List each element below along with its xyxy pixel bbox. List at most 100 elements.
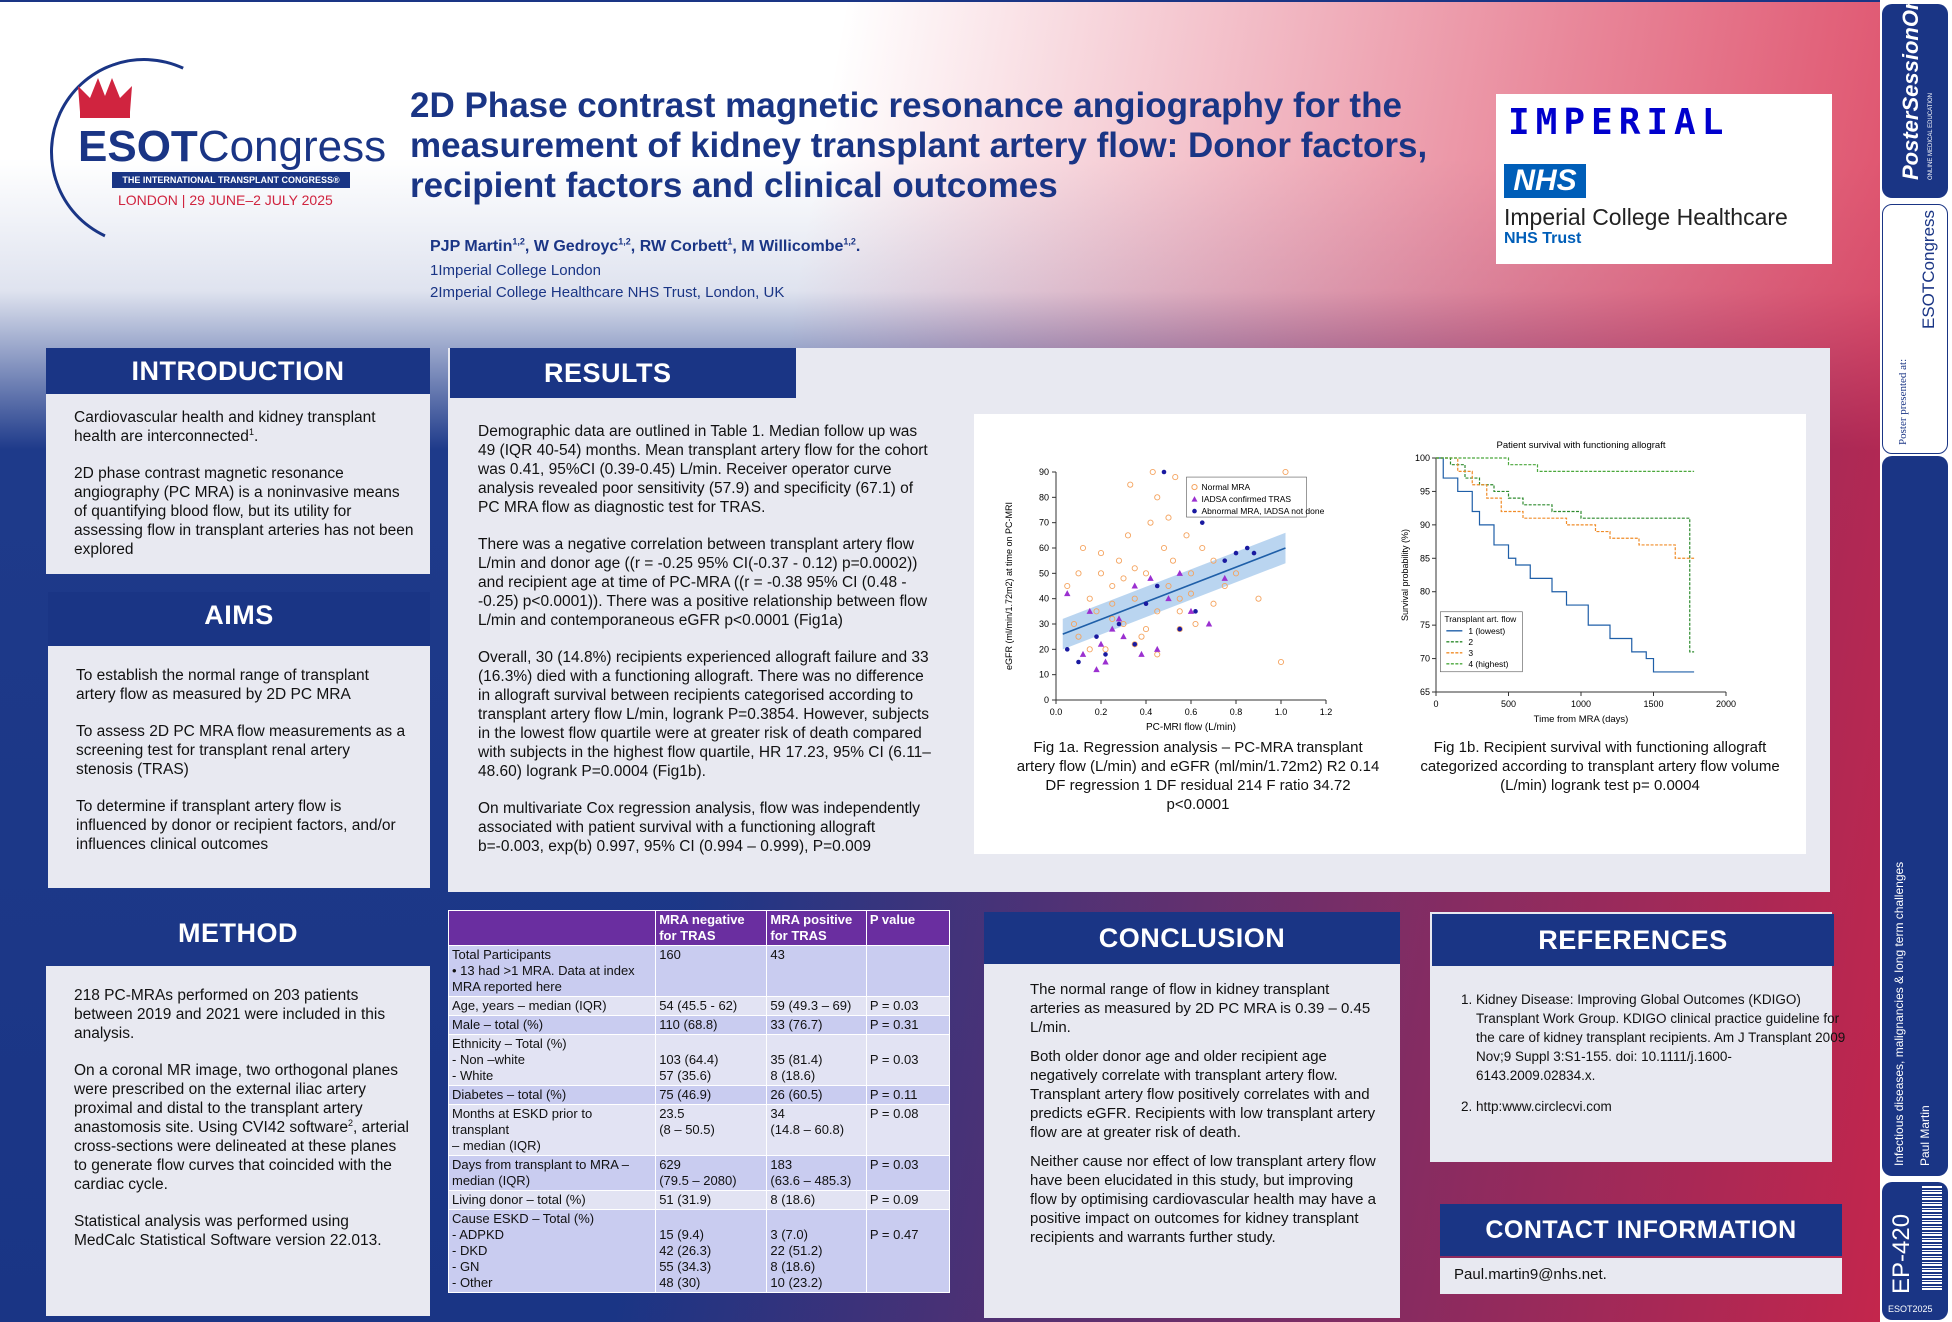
data-point <box>1172 474 1179 481</box>
chart-title: Patient survival with functioning allogr… <box>1497 440 1666 451</box>
data-point <box>1177 626 1183 632</box>
data-point <box>1093 608 1100 615</box>
table-cell: 3 (7.0) 22 (51.2) 8 (18.6) 10 (23.2) <box>766 1209 867 1293</box>
figure-box: 0.0 0.2 0.4 0.6 0.8 1.0 1.2 0 10 20 30 40 50 60 70 80 90… <box>974 414 1806 854</box>
data-point <box>1120 575 1127 582</box>
data-point <box>1165 514 1172 521</box>
conclusion-text: The normal range of flow in kidney trans… <box>1030 981 1377 1246</box>
data-point <box>1142 626 1150 633</box>
method-panel <box>46 966 430 1316</box>
y-tick-label: 30 <box>1039 619 1049 629</box>
data-point <box>1142 570 1150 577</box>
fig1a-caption: Fig 1a. Regression analysis – PC-MRA tra… <box>1016 739 1380 813</box>
data-point <box>1093 666 1100 673</box>
data-point <box>1131 641 1138 648</box>
data-point <box>1161 469 1167 475</box>
legend-box <box>1186 476 1307 518</box>
fig1b-caption: Fig 1b. Recipient survival with function… <box>1420 739 1780 794</box>
survival-chart: Patient survival with functioning allogr… <box>1400 440 1736 725</box>
table-cell: P = 0.08 <box>865 1104 951 1156</box>
data-point <box>1076 659 1081 665</box>
table-row: Age, years – median (IQR) 54 (45.5 - 62) 5… <box>447 996 951 1016</box>
y-tick-label: 90 <box>1420 520 1430 530</box>
table-cell: 15 (9.4) 42 (26.3) 55 (34.3) 48 (30) <box>655 1209 768 1293</box>
trust-sub: NHS Trust <box>1504 230 1582 247</box>
data-point <box>1086 646 1093 653</box>
topic-box: Infectious diseases, malignancies & long… <box>1882 456 1948 1176</box>
poster-code: EP-420 <box>1888 1213 1915 1294</box>
x-tick-label: 2000 <box>1716 699 1736 709</box>
data-point <box>1187 590 1195 597</box>
table-cell: Male – total (%) <box>447 1015 657 1035</box>
legend-label: Abnormal MRA, IADSA not done <box>1202 506 1325 516</box>
data-point <box>1277 658 1285 666</box>
presented-box: Poster presented at: ESOTCongress <box>1882 204 1948 454</box>
data-point <box>1154 583 1160 589</box>
data-point <box>1109 600 1116 607</box>
nhs-logo: NHS <box>1504 164 1586 198</box>
table-header: P value <box>865 910 951 946</box>
data-point <box>1210 600 1217 607</box>
data-point <box>1097 640 1105 647</box>
data-point <box>1221 574 1228 581</box>
aims-list: To establish the normal range of transpl… <box>76 666 406 872</box>
table-cell: 110 (68.8) <box>655 1015 768 1035</box>
data-point <box>1138 633 1145 640</box>
table-cell: P = 0.03 <box>865 1034 951 1086</box>
top-rule <box>0 0 1880 2</box>
legend-label: IADSA confirmed TRAS <box>1202 494 1292 504</box>
y-tick-label: 80 <box>1420 587 1430 597</box>
data-point <box>1165 595 1172 602</box>
reference-item: http:www.circlecvi.com <box>1476 1097 1846 1116</box>
table-cell: P = 0.09 <box>865 1190 951 1210</box>
table-cell: Living donor – total (%) <box>447 1190 657 1210</box>
km-curve <box>1436 457 1695 559</box>
regression-chart: 0.0 0.2 0.4 0.6 0.8 1.0 1.2 0 10 20 30 40 50 60 70 80 90… <box>1004 467 1332 733</box>
sidebar-esot: ESOTCongress <box>1919 209 1938 329</box>
data-point <box>1183 532 1190 539</box>
km-curve <box>1436 457 1695 653</box>
data-point <box>1147 574 1154 581</box>
data-point <box>1131 595 1138 602</box>
imperial-logo: IMPERIAL <box>1508 102 1730 143</box>
sidebar-year: ESOT2025 <box>1888 1304 1933 1314</box>
table-cell: 23.5 (8 – 50.5) <box>655 1104 768 1156</box>
table-cell: 8 (18.6) <box>766 1190 867 1210</box>
x-axis-label: PC-MRI flow (L/min) <box>1146 722 1236 733</box>
legend-label: 4 (highest) <box>1468 659 1508 669</box>
data-point <box>1079 544 1087 552</box>
y-tick-label: 100 <box>1415 453 1430 463</box>
sidebar-author: Paul Martin <box>1918 1105 1932 1166</box>
affiliation-1: 1Imperial College London <box>430 262 601 279</box>
table-header: MRA positive for TRAS <box>766 910 867 946</box>
logo-location: LONDON | 29 JUNE–2 JULY 2025 <box>118 192 333 208</box>
crown-icon <box>78 78 132 118</box>
legend-label: 2 <box>1468 637 1473 647</box>
code-box: EP-420 ESOT2025 <box>1882 1182 1948 1320</box>
data-point <box>1115 557 1123 564</box>
table-cell: 183 (63.6 – 485.3) <box>766 1155 867 1191</box>
conclusion-heading: CONCLUSION <box>984 912 1400 964</box>
y-tick-label: 40 <box>1039 594 1049 604</box>
table-cell <box>865 945 951 997</box>
legend-marker <box>1192 508 1197 514</box>
regression-line <box>1062 547 1286 635</box>
km-curve <box>1436 457 1695 673</box>
y-tick-label: 60 <box>1039 543 1049 553</box>
table-cell: 160 <box>655 945 768 997</box>
data-point <box>1079 650 1087 657</box>
y-tick-label: 85 <box>1420 553 1430 563</box>
contact-email[interactable]: Paul.martin9@nhs.net. <box>1454 1266 1607 1283</box>
y-tick-label: 90 <box>1039 467 1049 477</box>
x-tick-label: 0.2 <box>1095 707 1108 717</box>
legend-title: Transplant art. flow <box>1444 614 1517 624</box>
table-cell: 103 (64.4) 57 (35.6) <box>655 1034 768 1086</box>
data-point <box>1147 519 1154 526</box>
data-point <box>1176 608 1183 615</box>
y-tick-label: 20 <box>1039 644 1049 654</box>
partner-logos: IMPERIAL NHS Imperial College Healthcare… <box>1496 94 1832 264</box>
data-point <box>1124 532 1132 539</box>
x-tick-label: 1500 <box>1643 699 1663 709</box>
demographics-table: MRA negative for TRAS MRA positive for TR… <box>447 910 951 1293</box>
data-point <box>1116 621 1122 627</box>
